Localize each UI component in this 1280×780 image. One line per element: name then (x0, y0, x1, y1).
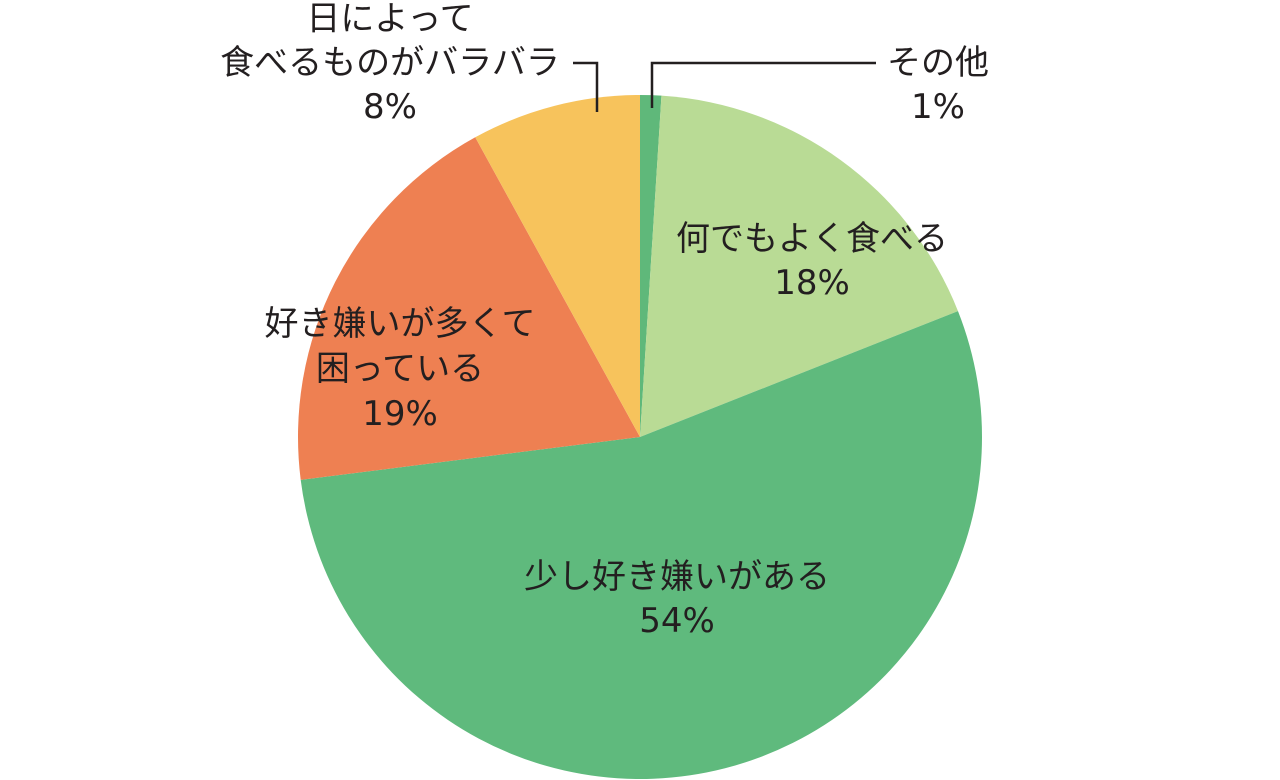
slice-value-eats-everything: 18% (774, 263, 850, 303)
slice-eats-everything (640, 95, 958, 437)
slice-label-very-picky-line2: 困っている (316, 349, 484, 389)
leader-line-varies-by-day (573, 61, 599, 112)
leader-lines (573, 61, 876, 112)
slice-value-very-picky: 19% (362, 394, 438, 434)
slice-label-varies-by-day-line1: 日によって (306, 0, 473, 39)
slice-label-eats-everything: 何でもよく食べる (676, 219, 948, 259)
slice-value-varies-by-day: 8% (363, 87, 417, 127)
slice-label-other: その他 (887, 43, 989, 83)
slice-label-somewhat-picky: 少し好き嫌いがある (524, 557, 830, 597)
slice-varies-by-day (475, 95, 640, 437)
leader-line-other (650, 61, 876, 108)
slice-somewhat-picky (300, 311, 982, 779)
slice-label-varies-by-day-line2: 食べるものがバラバラ (220, 43, 560, 83)
slice-label-very-picky-line1: 好き嫌いが多くて (265, 304, 536, 344)
slice-value-somewhat-picky: 54% (639, 601, 715, 641)
pie-slices (298, 95, 982, 779)
slice-very-picky (298, 137, 640, 480)
slice-other (640, 95, 662, 437)
slice-value-other: 1% (911, 87, 965, 127)
